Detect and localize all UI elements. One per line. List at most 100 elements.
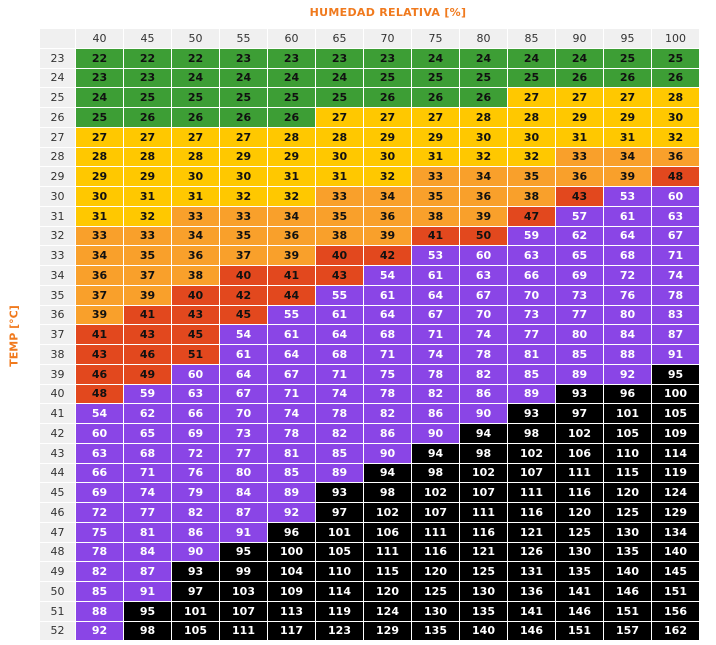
heat-cell: 25 — [652, 48, 700, 69]
heat-cell: 135 — [556, 562, 604, 582]
heat-cell: 151 — [556, 621, 604, 642]
heat-cell: 76 — [172, 463, 220, 484]
heat-cell: 63 — [76, 443, 124, 464]
heat-cell: 27 — [412, 108, 460, 128]
heat-cell: 101 — [604, 404, 652, 424]
heat-cell: 28 — [76, 147, 124, 168]
heat-cell: 75 — [364, 364, 412, 385]
heat-cell: 136 — [508, 582, 556, 602]
heat-cell: 64 — [316, 325, 364, 345]
heat-cell: 162 — [652, 621, 700, 642]
heat-cell: 121 — [508, 522, 556, 543]
row-header: 52 — [40, 621, 76, 642]
heat-cell: 119 — [652, 463, 700, 484]
heat-cell: 32 — [460, 147, 508, 168]
heat-cell: 28 — [316, 127, 364, 148]
column-header: 70 — [364, 29, 412, 49]
heat-cell: 36 — [556, 167, 604, 187]
heat-cell: 33 — [220, 206, 268, 227]
heat-cell: 115 — [604, 463, 652, 484]
heat-cell: 31 — [76, 206, 124, 227]
heat-cell: 78 — [460, 345, 508, 365]
heat-cell: 92 — [268, 503, 316, 523]
heat-cell: 114 — [316, 582, 364, 602]
heat-cell: 106 — [364, 522, 412, 543]
heat-cell: 90 — [460, 404, 508, 424]
heat-cell: 71 — [316, 364, 364, 385]
heat-cell: 69 — [172, 424, 220, 444]
heat-cell: 43 — [124, 325, 172, 345]
heat-cell: 27 — [76, 127, 124, 148]
heat-cell: 141 — [556, 582, 604, 602]
heat-cell: 37 — [76, 285, 124, 306]
heat-cell: 54 — [76, 404, 124, 424]
heat-cell: 82 — [172, 503, 220, 523]
heat-cell: 75 — [76, 522, 124, 543]
heat-cell: 25 — [124, 88, 172, 108]
heat-cell: 116 — [556, 483, 604, 503]
heat-cell: 71 — [124, 463, 172, 484]
heat-cell: 78 — [316, 404, 364, 424]
heat-cell: 78 — [76, 542, 124, 563]
row-header: 31 — [40, 206, 76, 227]
heat-cell: 76 — [604, 285, 652, 306]
heat-cell: 33 — [76, 226, 124, 247]
heat-cell: 77 — [124, 503, 172, 523]
heat-cell: 98 — [460, 443, 508, 464]
heat-cell: 34 — [268, 206, 316, 227]
heat-cell: 28 — [652, 88, 700, 108]
heat-cell: 32 — [220, 187, 268, 207]
heat-cell: 100 — [652, 384, 700, 405]
heat-cell: 94 — [412, 443, 460, 464]
heat-cell: 27 — [316, 108, 364, 128]
heat-cell: 114 — [652, 443, 700, 464]
heat-cell: 30 — [76, 187, 124, 207]
heat-cell: 27 — [220, 127, 268, 148]
heat-cell: 115 — [364, 562, 412, 582]
heat-cell: 111 — [220, 621, 268, 642]
row-header: 40 — [40, 384, 76, 405]
heat-cell: 89 — [508, 384, 556, 405]
heat-cell: 111 — [364, 542, 412, 563]
heat-cell: 70 — [220, 404, 268, 424]
heat-cell: 86 — [364, 424, 412, 444]
heat-cell: 98 — [412, 463, 460, 484]
heat-cell: 83 — [652, 305, 700, 326]
heat-cell: 157 — [604, 621, 652, 642]
heat-cell: 91 — [124, 582, 172, 602]
heat-cell: 91 — [652, 345, 700, 365]
heat-cell: 70 — [508, 285, 556, 306]
heat-cell: 25 — [604, 48, 652, 69]
heat-cell: 29 — [412, 127, 460, 148]
heat-cell: 69 — [556, 266, 604, 286]
heat-cell: 59 — [508, 226, 556, 247]
heat-cell: 46 — [76, 364, 124, 385]
heat-cell: 34 — [604, 147, 652, 168]
heat-cell: 26 — [460, 88, 508, 108]
heat-cell: 110 — [604, 443, 652, 464]
heat-cell: 125 — [412, 582, 460, 602]
heat-cell: 123 — [316, 621, 364, 642]
heat-cell: 24 — [508, 48, 556, 69]
heat-cell: 30 — [364, 147, 412, 168]
row-header: 39 — [40, 364, 76, 385]
heat-cell: 106 — [556, 443, 604, 464]
heat-cell: 67 — [412, 305, 460, 326]
heat-cell: 87 — [652, 325, 700, 345]
heat-cell: 41 — [412, 226, 460, 247]
heat-cell: 23 — [364, 48, 412, 69]
heat-cell: 61 — [412, 266, 460, 286]
heat-cell: 146 — [604, 582, 652, 602]
heat-cell: 116 — [508, 503, 556, 523]
heat-cell: 71 — [412, 325, 460, 345]
heat-cell: 29 — [364, 127, 412, 148]
heat-cell: 88 — [76, 601, 124, 622]
heat-cell: 36 — [364, 206, 412, 227]
heat-cell: 77 — [220, 443, 268, 464]
row-header: 24 — [40, 68, 76, 89]
heat-cell: 140 — [604, 562, 652, 582]
heat-cell: 77 — [556, 305, 604, 326]
heat-cell: 35 — [220, 226, 268, 247]
heat-cell: 33 — [412, 167, 460, 187]
heat-cell: 90 — [172, 542, 220, 563]
